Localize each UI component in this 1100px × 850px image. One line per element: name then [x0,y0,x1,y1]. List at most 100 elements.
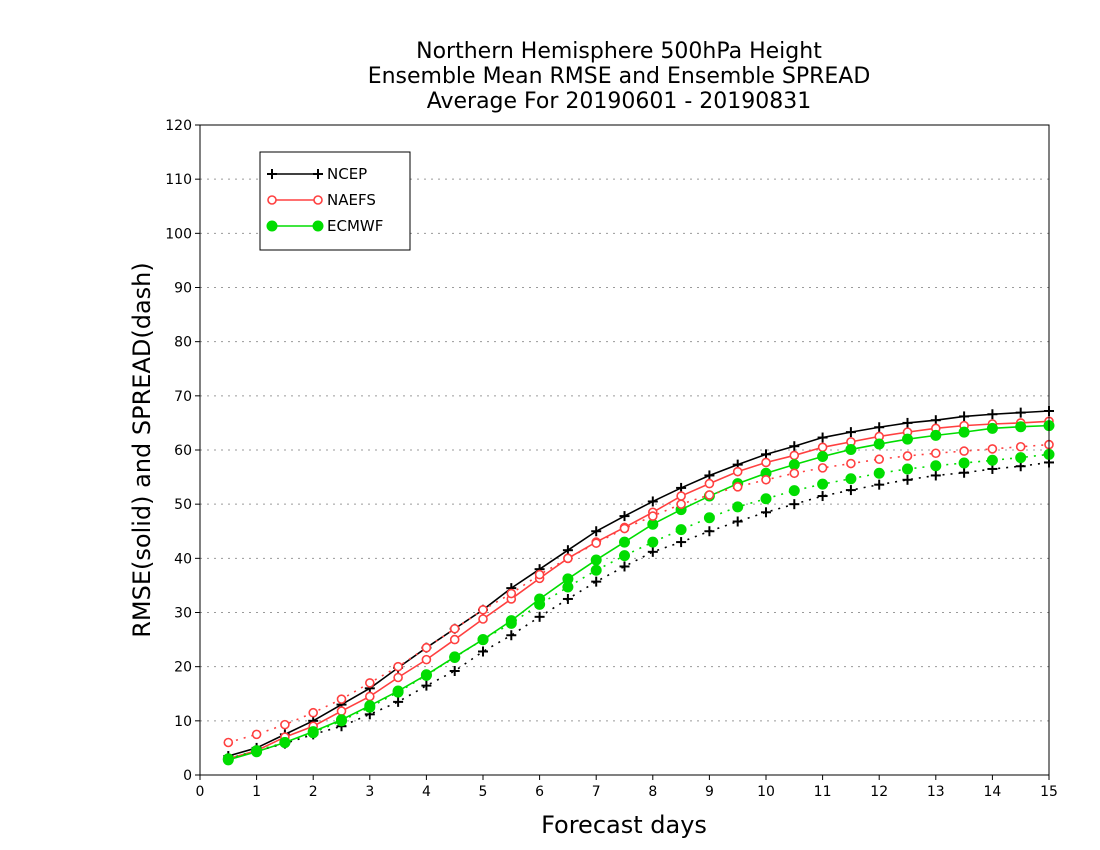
data-point [308,707,319,718]
data-point [986,454,998,466]
x-tick-label: 12 [870,784,888,800]
x-tick-label: 2 [309,784,318,800]
data-point [478,614,488,624]
x-tick-label: 7 [592,784,601,800]
data-point [789,499,800,510]
data-point [845,427,856,438]
data-point [477,634,489,646]
data-point [958,457,970,469]
data-point [251,745,263,757]
data-point [591,526,602,537]
y-tick-label: 0 [183,768,192,784]
y-tick-label: 40 [174,551,192,567]
y-axis-label: RMSE(solid) and SPREAD(dash) [128,262,156,638]
data-point [647,511,658,521]
data-point [364,701,376,713]
data-point [817,432,828,443]
data-point [563,553,573,564]
x-tick-label: 13 [927,784,945,800]
data-point [703,512,715,524]
data-point [505,617,517,629]
legend-label: NCEP [327,165,367,183]
x-tick-label: 0 [196,784,205,800]
data-point [902,433,913,445]
data-point [817,451,829,462]
y-tick-label: 120 [165,118,192,134]
x-tick-label: 6 [535,784,544,800]
y-tick-label: 100 [165,226,192,242]
data-point [1015,452,1027,464]
data-point [761,474,771,485]
data-point [506,588,517,599]
data-point [619,523,630,534]
data-point [874,479,885,490]
data-point [590,564,602,576]
data-point [817,442,828,453]
legend-marker [266,220,278,232]
data-point [959,411,970,422]
x-tick-label: 5 [479,784,488,800]
data-point [364,691,375,702]
x-tick-label: 8 [648,784,657,800]
data-point [788,459,800,471]
x-tick-label: 3 [365,784,374,800]
data-point [647,496,658,507]
data-point [986,422,998,434]
data-point [280,719,290,730]
data-point [619,536,630,548]
x-tick-label: 10 [757,784,775,800]
data-point [874,422,885,433]
legend-marker [313,195,323,205]
x-axis-ticks: 0 1 2 3 4 5 6 7 8 9 10 11 12 13 14 15 [196,775,1058,800]
data-point [393,661,403,672]
y-tick-label: 60 [174,443,192,459]
chart-title-line-3: Average For 20190601 - 20190831 [427,89,812,114]
data-point [789,468,800,479]
x-tick-label: 4 [422,784,431,800]
chart-title-line-2: Ensemble Mean RMSE and Ensemble SPREAD [368,64,871,89]
legend-item-ecmwf: ECMWF [266,217,383,235]
data-point [704,478,715,489]
data-point [619,550,630,562]
data-point [873,467,885,479]
y-tick-label: 80 [174,335,192,351]
series-line [228,420,1050,760]
data-point [789,441,800,452]
chart-title-line-1: Northern Hemisphere 500hPa Height [416,39,822,64]
data-point [647,546,658,557]
data-point [761,507,771,518]
data-point [930,448,941,459]
x-tick-label: 1 [252,784,261,800]
series-ecmwf-rmse [222,420,1055,766]
data-point [223,737,234,748]
data-point [732,501,744,513]
x-tick-label: 14 [983,784,1001,800]
data-point [817,463,828,473]
data-point [647,536,659,548]
data-point [958,426,970,438]
data-point [591,538,602,548]
data-point [420,669,432,681]
y-axis-ticks: 0 10 20 30 40 50 60 70 80 90 100 110 120 [165,118,200,784]
data-point [393,696,404,707]
data-point [675,524,687,536]
data-point [336,715,347,727]
data-point [364,678,375,688]
series-naefs-spread [223,439,1054,748]
data-point [336,694,347,704]
data-point [817,478,829,490]
legend-item-naefs: NAEFS [267,191,376,209]
legend-marker [267,169,277,179]
data-point [732,466,743,477]
data-point [421,654,432,665]
data-point [421,642,432,653]
series-ecmwf-spread [222,448,1055,765]
data-point [930,460,942,472]
legend: NCEP NAEFS ECMWF [259,151,411,251]
data-point [534,598,546,610]
data-point [902,417,913,428]
series-layer [222,406,1055,766]
x-tick-label: 11 [814,784,832,800]
data-point [478,646,488,657]
